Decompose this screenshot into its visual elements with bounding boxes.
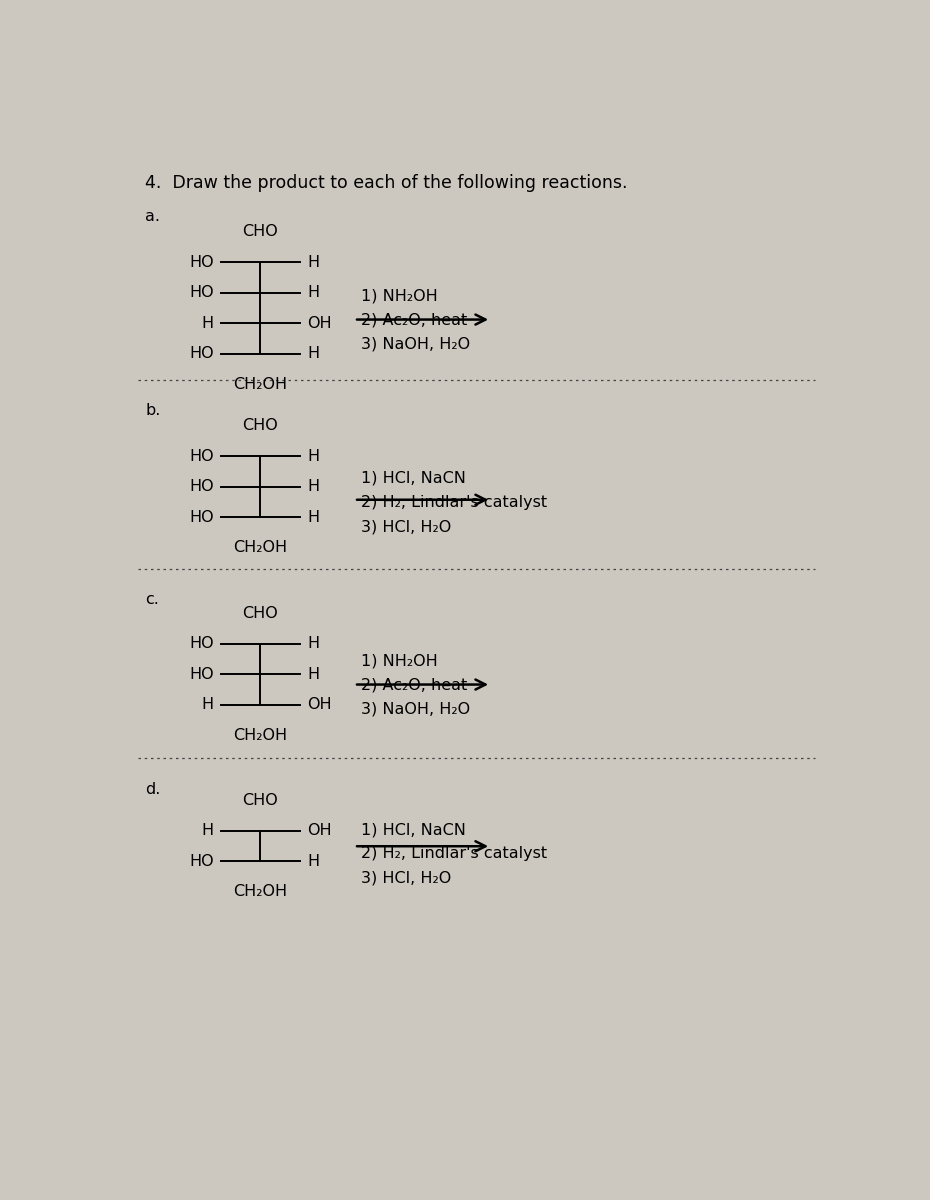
Text: 4.  Draw the product to each of the following reactions.: 4. Draw the product to each of the follo… (145, 174, 628, 192)
Text: c.: c. (145, 592, 159, 607)
Text: HO: HO (189, 286, 214, 300)
Text: 1) HCl, NaCN: 1) HCl, NaCN (361, 470, 466, 486)
Text: 3) NaOH, H₂O: 3) NaOH, H₂O (361, 336, 471, 352)
Text: OH: OH (307, 316, 332, 331)
Text: 1) HCl, NaCN: 1) HCl, NaCN (361, 822, 466, 838)
Text: 3) NaOH, H₂O: 3) NaOH, H₂O (361, 702, 471, 716)
Text: 1) NH₂OH: 1) NH₂OH (361, 288, 438, 304)
Text: 2) Ac₂O, heat: 2) Ac₂O, heat (361, 677, 468, 692)
Text: H: H (307, 449, 319, 464)
Text: 3) HCl, H₂O: 3) HCl, H₂O (361, 870, 452, 886)
Text: H: H (307, 636, 319, 652)
Text: H: H (307, 254, 319, 270)
Text: H: H (202, 316, 214, 331)
Text: H: H (202, 823, 214, 838)
Text: HO: HO (189, 254, 214, 270)
Text: HO: HO (189, 479, 214, 494)
Text: CHO: CHO (243, 792, 278, 808)
Text: 2) H₂, Lindlar's catalyst: 2) H₂, Lindlar's catalyst (361, 846, 548, 862)
Text: b.: b. (145, 403, 161, 418)
Text: HO: HO (189, 667, 214, 682)
Text: OH: OH (307, 823, 332, 838)
Text: H: H (307, 479, 319, 494)
Text: CH₂OH: CH₂OH (233, 884, 287, 899)
Text: 1) NH₂OH: 1) NH₂OH (361, 654, 438, 668)
Text: OH: OH (307, 697, 332, 713)
Text: HO: HO (189, 636, 214, 652)
Text: 2) Ac₂O, heat: 2) Ac₂O, heat (361, 312, 468, 328)
Text: H: H (307, 667, 319, 682)
Text: HO: HO (189, 853, 214, 869)
Text: CH₂OH: CH₂OH (233, 728, 287, 743)
Text: H: H (307, 286, 319, 300)
Text: 2) H₂, Lindlar's catalyst: 2) H₂, Lindlar's catalyst (361, 496, 548, 510)
Text: H: H (307, 510, 319, 524)
Text: CH₂OH: CH₂OH (233, 540, 287, 556)
Text: 3) HCl, H₂O: 3) HCl, H₂O (361, 520, 452, 534)
Text: d.: d. (145, 781, 161, 797)
Text: CH₂OH: CH₂OH (233, 377, 287, 391)
Text: HO: HO (189, 510, 214, 524)
Text: CHO: CHO (243, 419, 278, 433)
Text: HO: HO (189, 449, 214, 464)
Text: CHO: CHO (243, 224, 278, 239)
Text: HO: HO (189, 347, 214, 361)
Text: CHO: CHO (243, 606, 278, 620)
Text: H: H (202, 697, 214, 713)
Text: H: H (307, 347, 319, 361)
Text: a.: a. (145, 209, 160, 223)
Text: H: H (307, 853, 319, 869)
